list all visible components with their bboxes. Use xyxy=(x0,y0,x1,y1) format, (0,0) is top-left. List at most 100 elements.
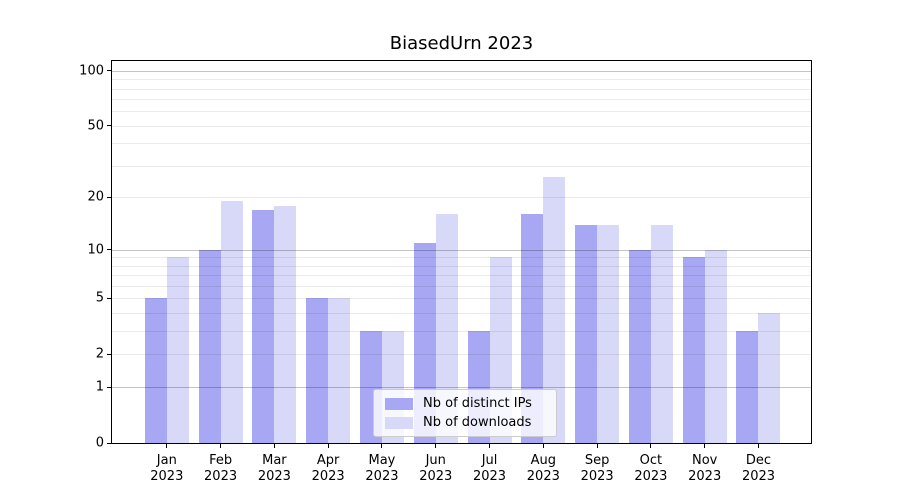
x-tick-month: Apr xyxy=(316,453,340,468)
bar-downloads xyxy=(758,313,781,443)
y-tick-label: 5 xyxy=(95,290,104,306)
gridline-minor xyxy=(112,99,811,101)
gridline-minor xyxy=(112,166,811,168)
x-tick-month: Jan xyxy=(156,453,177,468)
x-tick-year: 2023 xyxy=(257,469,291,484)
bar-distinct-ips xyxy=(628,249,651,443)
y-tick-mark xyxy=(107,196,111,198)
y-tick-label: 20 xyxy=(87,189,104,205)
x-tick-label: Aug 2023 xyxy=(513,453,573,485)
gridline-major xyxy=(112,387,811,389)
gridline-minor xyxy=(112,143,811,145)
x-tick-mark xyxy=(220,444,222,448)
y-tick-label: 50 xyxy=(87,118,104,134)
y-tick-mark xyxy=(107,442,111,444)
y-tick-mark xyxy=(107,249,111,251)
gridline-minor xyxy=(112,265,811,267)
x-tick-mark xyxy=(327,444,329,448)
x-tick-month: Sep xyxy=(584,453,610,468)
x-tick-year: 2023 xyxy=(526,469,560,484)
x-tick-label: Sep 2023 xyxy=(567,453,627,485)
x-tick-label: Jun 2023 xyxy=(406,453,466,485)
bar-downloads xyxy=(650,224,673,443)
x-tick-year: 2023 xyxy=(634,469,668,484)
x-tick-month: Mar xyxy=(262,453,287,468)
x-tick-label: May 2023 xyxy=(352,453,412,485)
gridline-minor xyxy=(112,286,811,288)
x-tick-month: Aug xyxy=(530,453,557,468)
x-tick-year: 2023 xyxy=(741,469,776,484)
gridline-minor xyxy=(112,331,811,333)
y-tick-label: 2 xyxy=(95,346,104,362)
bar-distinct-ips xyxy=(252,209,275,443)
y-tick-label: 10 xyxy=(87,242,104,258)
gridline-minor xyxy=(112,298,811,300)
bar-distinct-ips xyxy=(736,331,759,443)
x-tick-mark xyxy=(381,444,383,448)
x-tick-year: 2023 xyxy=(204,469,238,484)
gridline-minor xyxy=(112,354,811,356)
x-tick-year: 2023 xyxy=(365,469,399,484)
bar-downloads xyxy=(704,249,727,443)
gridline-major xyxy=(112,249,811,251)
bar-downloads xyxy=(220,201,243,443)
gridline-minor xyxy=(112,88,811,90)
x-tick-label: Jan 2023 xyxy=(137,453,197,485)
x-tick-mark xyxy=(704,444,706,448)
x-tick-month: Jul xyxy=(481,453,498,468)
bar-downloads xyxy=(543,177,566,443)
y-tick-mark xyxy=(107,70,111,72)
bar-distinct-ips xyxy=(144,298,167,443)
x-tick-mark xyxy=(596,444,598,448)
bar-downloads xyxy=(597,224,620,443)
x-tick-month: Jun xyxy=(425,453,446,468)
legend: Nb of distinct IPs Nb of downloads xyxy=(373,389,557,437)
gridline-minor xyxy=(112,79,811,81)
bar-distinct-ips xyxy=(198,249,221,443)
y-tick-label: 0 xyxy=(95,435,104,451)
y-tick-label: 100 xyxy=(79,63,104,79)
x-tick-label: Nov 2023 xyxy=(675,453,735,485)
x-tick-year: 2023 xyxy=(150,469,184,484)
x-tick-mark xyxy=(489,444,491,448)
bar-downloads xyxy=(274,205,297,443)
x-tick-mark xyxy=(650,444,652,448)
bar-distinct-ips xyxy=(521,214,544,443)
bar-downloads xyxy=(328,298,351,443)
bar-distinct-ips xyxy=(682,257,705,443)
gridline-minor xyxy=(112,197,811,199)
x-tick-month: Oct xyxy=(639,453,663,468)
gridline-minor xyxy=(112,313,811,315)
y-tick-mark xyxy=(107,297,111,299)
x-tick-month: Nov xyxy=(692,453,718,468)
gridline-minor xyxy=(112,125,811,127)
y-tick-label: 1 xyxy=(95,379,104,395)
chart-title: BiasedUrn 2023 xyxy=(389,33,534,54)
y-tick-mark xyxy=(107,125,111,127)
x-tick-mark xyxy=(757,444,759,448)
x-tick-label: Apr 2023 xyxy=(298,453,358,485)
y-tick-mark xyxy=(107,353,111,355)
legend-item-downloads: Nb of downloads xyxy=(385,415,546,430)
x-tick-year: 2023 xyxy=(419,469,453,484)
y-tick-mark xyxy=(107,386,111,388)
x-tick-label: Dec 2023 xyxy=(728,453,788,485)
gridline-major xyxy=(112,70,811,72)
legend-swatch-downloads xyxy=(385,416,413,429)
x-tick-label: Mar 2023 xyxy=(244,453,304,485)
x-tick-month: Dec xyxy=(745,453,772,468)
bar-downloads xyxy=(166,257,189,443)
x-tick-year: 2023 xyxy=(688,469,722,484)
x-tick-mark xyxy=(273,444,275,448)
x-tick-label: Feb 2023 xyxy=(191,453,251,485)
x-tick-month: Feb xyxy=(209,453,233,468)
gridline-minor xyxy=(112,275,811,277)
x-tick-label: Jul 2023 xyxy=(460,453,520,485)
gridline-minor xyxy=(112,257,811,259)
x-tick-label: Oct 2023 xyxy=(621,453,681,485)
x-tick-mark xyxy=(166,444,168,448)
x-tick-year: 2023 xyxy=(311,469,345,484)
x-tick-mark xyxy=(542,444,544,448)
legend-label-downloads: Nb of downloads xyxy=(423,415,532,430)
